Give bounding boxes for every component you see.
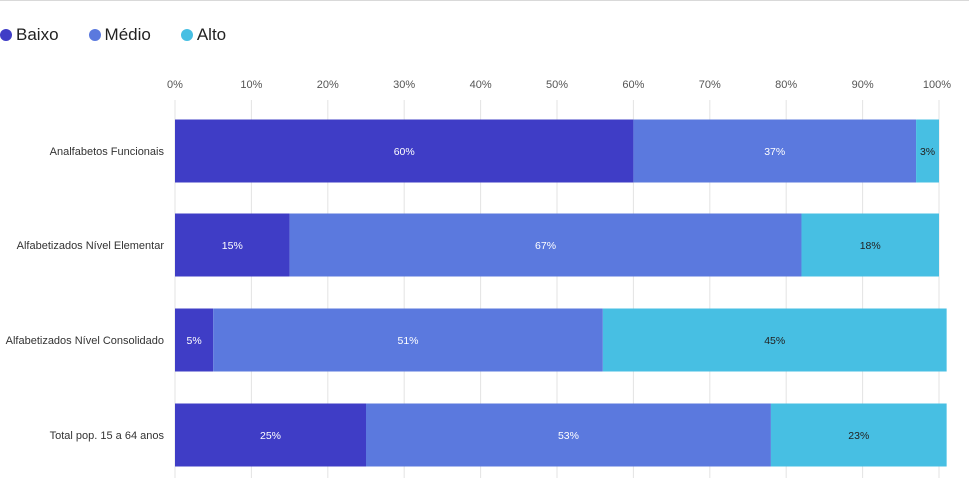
legend-swatch-alto	[180, 29, 193, 41]
x-tick-label: 80%	[775, 79, 797, 91]
bar-segment-baixo	[175, 403, 366, 467]
legend-label-alto: Alto	[196, 25, 227, 44]
bar-segment-medio	[366, 403, 771, 467]
category-label: Alfabetizados Nível Elementar	[17, 240, 165, 252]
x-tick-label: 100%	[923, 79, 951, 91]
bar-segment-medio	[213, 308, 603, 372]
data-label: 60%	[394, 146, 415, 158]
x-tick-label: 40%	[470, 79, 492, 91]
x-tick-label: 10%	[240, 79, 262, 91]
data-label: 25%	[260, 430, 281, 442]
data-label: 23%	[848, 430, 869, 442]
data-label: 37%	[764, 146, 785, 158]
x-tick-label: 60%	[622, 79, 644, 91]
x-tick-label: 90%	[852, 79, 874, 91]
legend-item-medio[interactable]: Médio	[88, 25, 151, 45]
legend-item-baixo[interactable]: Baixo	[0, 25, 59, 45]
category-label: Alfabetizados Nível Consolidado	[6, 335, 164, 347]
bar-segment-baixo	[175, 213, 290, 277]
x-tick-label: 50%	[546, 79, 568, 91]
x-tick-label: 20%	[317, 79, 339, 91]
data-label: 53%	[558, 430, 579, 442]
bar-segment-alto	[801, 213, 939, 277]
legend-swatch-medio	[88, 29, 101, 41]
data-label: 15%	[222, 240, 243, 252]
x-tick-label: 0%	[167, 79, 183, 91]
bar-segment-baixo	[175, 308, 214, 372]
bar-segment-medio	[289, 213, 802, 277]
legend-label-baixo: Baixo	[16, 25, 59, 44]
category-label: Analfabetos Funcionais	[50, 146, 165, 158]
data-label: 18%	[860, 240, 881, 252]
top-divider	[0, 0, 969, 1]
bar-segment-alto	[916, 119, 939, 183]
legend-label-medio: Médio	[104, 25, 151, 44]
chart-legend: Baixo Médio Alto	[0, 24, 256, 46]
data-label: 67%	[535, 240, 556, 252]
data-label: 3%	[920, 146, 935, 158]
category-label: Total pop. 15 a 64 anos	[50, 430, 165, 442]
data-label: 51%	[398, 335, 419, 347]
legend-item-alto[interactable]: Alto	[180, 25, 227, 45]
data-label: 5%	[187, 335, 202, 347]
bar-segment-medio	[633, 119, 917, 183]
data-label: 45%	[764, 335, 785, 347]
x-tick-label: 30%	[393, 79, 415, 91]
bar-segment-alto	[770, 403, 947, 467]
x-tick-label: 70%	[699, 79, 721, 91]
legend-swatch-baixo	[0, 29, 12, 41]
bar-segment-baixo	[175, 119, 634, 183]
bar-segment-alto	[602, 308, 947, 372]
